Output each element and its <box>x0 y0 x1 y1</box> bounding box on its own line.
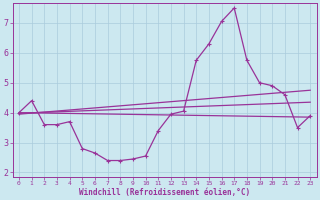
X-axis label: Windchill (Refroidissement éolien,°C): Windchill (Refroidissement éolien,°C) <box>79 188 250 197</box>
